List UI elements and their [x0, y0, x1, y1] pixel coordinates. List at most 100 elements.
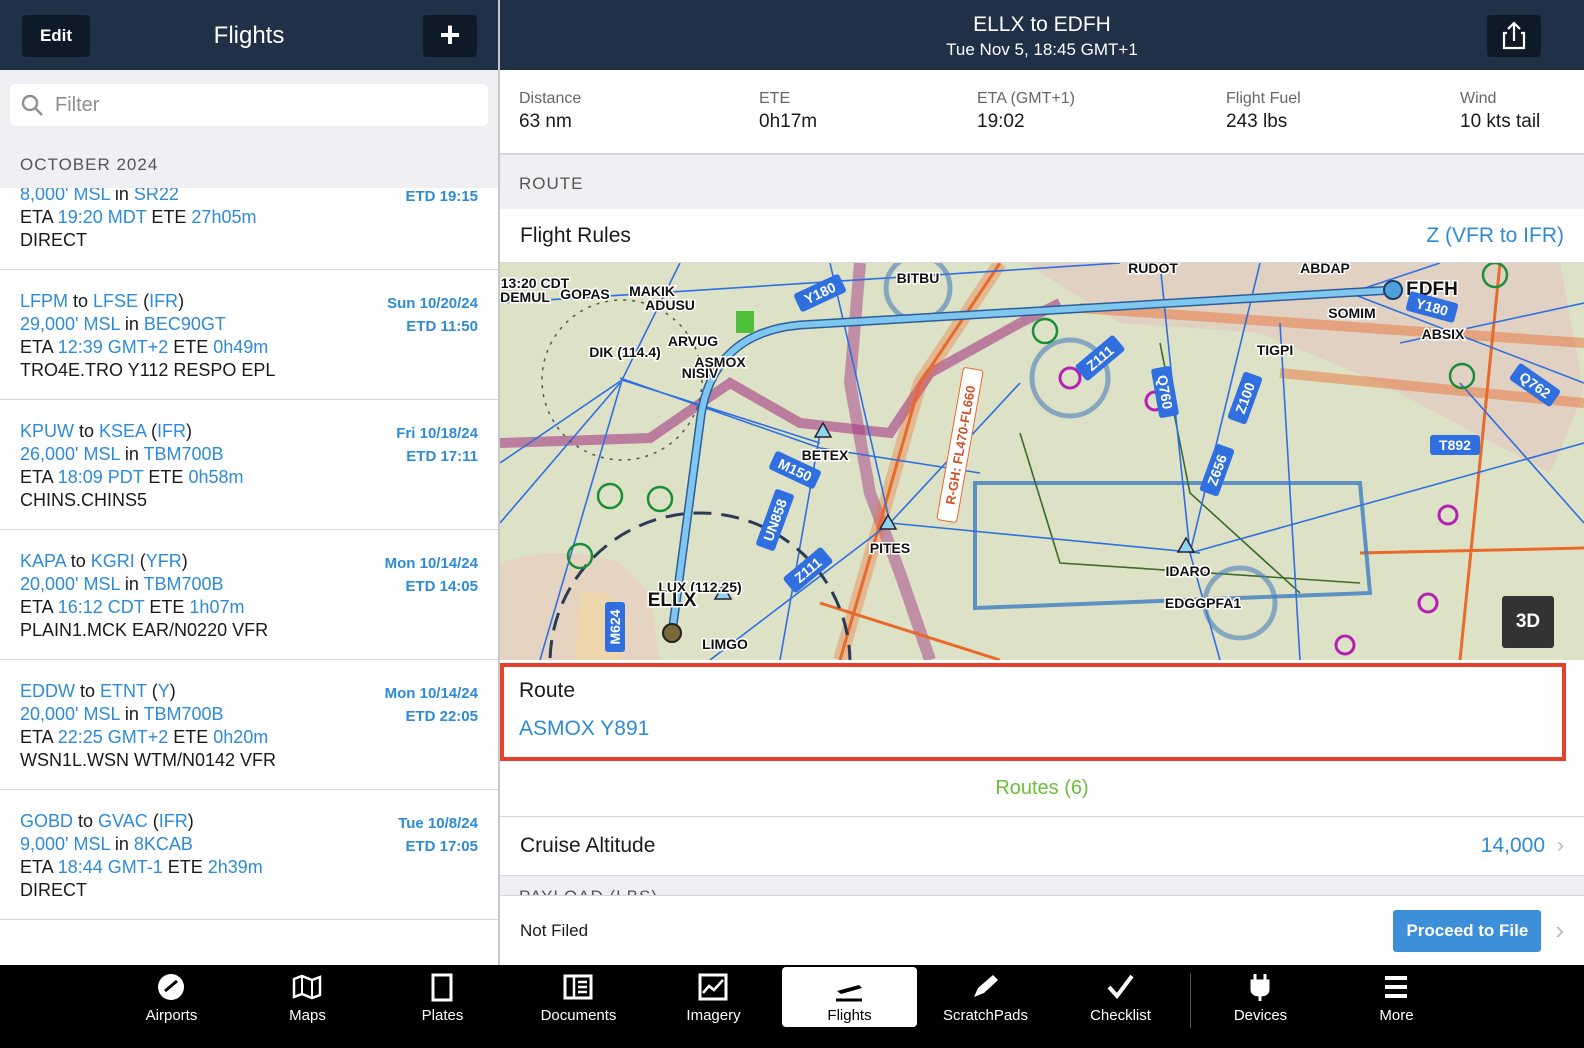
section-header: ROUTE [519, 174, 584, 193]
tab[interactable]: Checklist [1053, 965, 1188, 1048]
3d-button[interactable]: 3D [1502, 596, 1554, 648]
flight-text: in [119, 444, 144, 464]
stat: Distance 63 nm [519, 90, 581, 133]
flight-line: KAPA to KGRI (YFR) [20, 550, 188, 573]
flight-line: 26,000' MSL in TBM700B [20, 443, 224, 466]
label-box [794, 274, 846, 312]
tab-label: Devices [1233, 1007, 1288, 1024]
flight-text: ( [147, 811, 159, 831]
label-box [605, 602, 625, 652]
tab-label: Maps [289, 1007, 326, 1024]
label-text: LUX (112.25) [658, 579, 741, 595]
flight-item[interactable]: KAPA to KGRI (YFR) 20,000' MSL in TBM700B… [0, 530, 498, 660]
flight-text: 27h05m [191, 207, 257, 227]
tab[interactable]: Flights [782, 967, 917, 1027]
tab[interactable]: More [1329, 965, 1464, 1048]
tab[interactable]: ScratchPads [918, 965, 1053, 1048]
flight-text: ( [138, 291, 150, 311]
flight-line: ETA 16:12 CDT ETE 1h07m [20, 596, 244, 619]
add-button[interactable]: + [423, 15, 477, 57]
tab[interactable]: Maps [240, 965, 375, 1048]
tab-icon [158, 974, 184, 1000]
flight-text: 8KCAB [133, 834, 193, 854]
flight-line: TRO4E.TRO Y112 RESPO EPL [20, 359, 275, 382]
flight-line: EDDW to ETNT (Y) [20, 680, 176, 703]
tab-label: Checklist [1090, 1007, 1151, 1024]
flight-text: IFR [158, 811, 188, 831]
map-label: Y180 [1405, 291, 1459, 323]
filing-row: Not Filed Proceed to File › [500, 895, 1584, 965]
flight-line: GOBD to GVAC (IFR) [20, 810, 194, 833]
flight-item[interactable]: KPUW to KLWS (VFR)Mon 10/7/24 [0, 920, 498, 965]
flight-item[interactable]: GOBD to GVAC (IFR) 9,000' MSL in 8KCAB ETA… [0, 790, 498, 920]
flight-text: Y [157, 681, 170, 701]
flight-text: ETA [20, 337, 58, 357]
flight-text: KAPA [20, 551, 66, 571]
label-text: LIMGO [702, 636, 748, 652]
flight-text: YFR [145, 551, 182, 571]
flight-text: TBM700B [143, 574, 224, 594]
flight-text: ) [181, 551, 188, 571]
map-label: ASMOX [693, 353, 748, 372]
divider [498, 0, 500, 965]
flight-text: SR22 [133, 188, 179, 204]
flight-text: TRO4E.TRO Y112 RESPO EPL [20, 360, 276, 380]
map-label: LUX (112.25) [657, 578, 743, 597]
flight-text: IFR [149, 291, 179, 311]
stat: ETE 0h17m [759, 90, 817, 133]
cruise-row[interactable]: Cruise Altitude 14,000 › [500, 817, 1584, 875]
flight-text: ( [134, 551, 146, 571]
filter-placeholder: Filter [55, 94, 100, 116]
tab-divider [1190, 973, 1191, 1028]
flight-date: ETD 22:05 [405, 708, 478, 725]
flight-line: WSN1L.WSN WTM/N0142 VFR [20, 749, 276, 772]
flight-text: ETE [143, 467, 189, 487]
flight-text: ) [178, 291, 185, 311]
map-label: NISIV [680, 364, 720, 383]
tab[interactable]: Plates [375, 965, 510, 1048]
flight-item[interactable]: KPUW to KSEA (IFR) 26,000' MSL in TBM700B… [0, 400, 498, 530]
map-label: Z111 [783, 547, 833, 593]
label-text: 13:20 CDT [501, 275, 570, 291]
stat-value: 19:02 [977, 111, 1025, 132]
flight-text: ) [187, 811, 194, 831]
flight-line: CHINS.CHINS5 [20, 489, 147, 512]
map-label: ADUSU [644, 296, 697, 315]
tab[interactable]: Documents [511, 965, 646, 1048]
flight-item[interactable]: 8,000' MSL in SR22 ETA 19:20 MDT ETE 27h0… [0, 188, 498, 270]
flight-text: GVAC [98, 811, 148, 831]
routes-link[interactable]: Routes (6) [500, 765, 1584, 817]
map-label: Q760 [1151, 366, 1179, 418]
stat: Flight Fuel 243 lbs [1226, 90, 1301, 133]
tab[interactable]: Airports [104, 965, 239, 1048]
tab-icon [1385, 976, 1407, 998]
map-label: BITBU [895, 269, 941, 288]
label-text: BITBU [897, 270, 940, 286]
map-label: IDARO [1164, 562, 1212, 581]
flight-line: KPUW to KSEA (IFR) [20, 420, 192, 443]
tab[interactable]: Imagery [646, 965, 781, 1048]
sidebar-header: Edit Flights + [0, 0, 498, 70]
share-button[interactable] [1487, 15, 1541, 57]
tab[interactable]: Devices [1193, 965, 1328, 1048]
flight-text: ETA [20, 727, 58, 747]
tab-label: More [1379, 1007, 1414, 1024]
flight-text: 12:39 GMT+2 [57, 337, 169, 357]
flight-rules-row[interactable]: Flight Rules Z (VFR to IFR) [500, 209, 1584, 263]
flight-text: KSEA [99, 421, 147, 441]
stat-label: Wind [1460, 90, 1497, 107]
flight-item[interactable]: LFPM to LFSE (IFR) 29,000' MSL in BEC90GT… [0, 270, 498, 400]
flight-line: 20,000' MSL in TBM700B [20, 573, 224, 596]
flight-item[interactable]: EDDW to ETNT (Y) 20,000' MSL in TBM700B ET… [0, 660, 498, 790]
map-label: DEMUL [500, 288, 552, 307]
file-button[interactable]: Proceed to File [1393, 909, 1542, 952]
detail-header: ELLX to EDFH Tue Nov 5, 18:45 GMT+1 [500, 0, 1584, 70]
route-box[interactable]: Route ASMOX Y891 [500, 663, 1566, 761]
flight-date: ETD 19:15 [405, 188, 478, 205]
map-label: GOPAS [559, 285, 612, 304]
label-text: ABSIX [1422, 326, 1465, 342]
edit-button[interactable]: Edit [22, 15, 90, 57]
flight-text: ETNT [100, 681, 147, 701]
filter-input[interactable]: Filter [10, 84, 488, 126]
